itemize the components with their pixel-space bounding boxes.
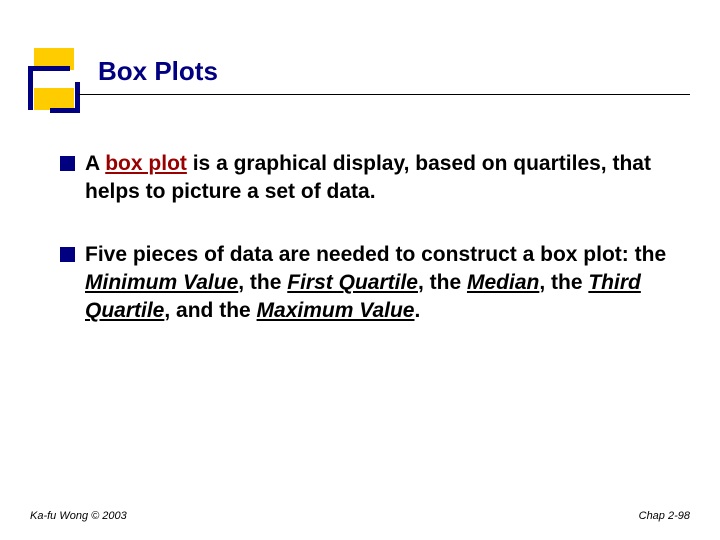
text-segment: Maximum Value (257, 299, 415, 322)
text-segment: Five pieces of data are needed to constr… (85, 243, 666, 266)
decor-yellow-bottom (34, 88, 74, 110)
decor-blue-tl-vertical (28, 66, 33, 110)
decor-blue-tl-horizontal (28, 66, 70, 71)
slide: Box Plots A box plot is a graphical disp… (0, 0, 720, 540)
footer-left: Ka-fu Wong © 2003 (30, 510, 127, 522)
footer-right: Chap 2-98 (639, 510, 690, 522)
text-segment: . (415, 299, 421, 322)
slide-title: Box Plots (98, 56, 218, 86)
bullet-item: Five pieces of data are needed to constr… (60, 241, 670, 326)
title-area: Box Plots (98, 56, 218, 87)
text-segment: First Quartile (287, 271, 418, 294)
bullet-text: Five pieces of data are needed to constr… (85, 241, 670, 326)
decor-blue-br-vertical (75, 82, 80, 113)
text-segment: , and the (164, 299, 256, 322)
text-segment: Minimum Value (85, 271, 238, 294)
body: A box plot is a graphical display, based… (60, 150, 670, 360)
text-segment: , the (539, 271, 588, 294)
text-segment: , the (418, 271, 467, 294)
title-rule (78, 94, 690, 95)
bullet-square-icon (60, 156, 75, 171)
text-segment: box plot (105, 152, 187, 175)
text-segment: Median (467, 271, 539, 294)
text-segment: , the (238, 271, 287, 294)
bullet-item: A box plot is a graphical display, based… (60, 150, 670, 207)
text-segment: A (85, 152, 105, 175)
bullet-square-icon (60, 247, 75, 262)
bullet-text: A box plot is a graphical display, based… (85, 150, 670, 207)
